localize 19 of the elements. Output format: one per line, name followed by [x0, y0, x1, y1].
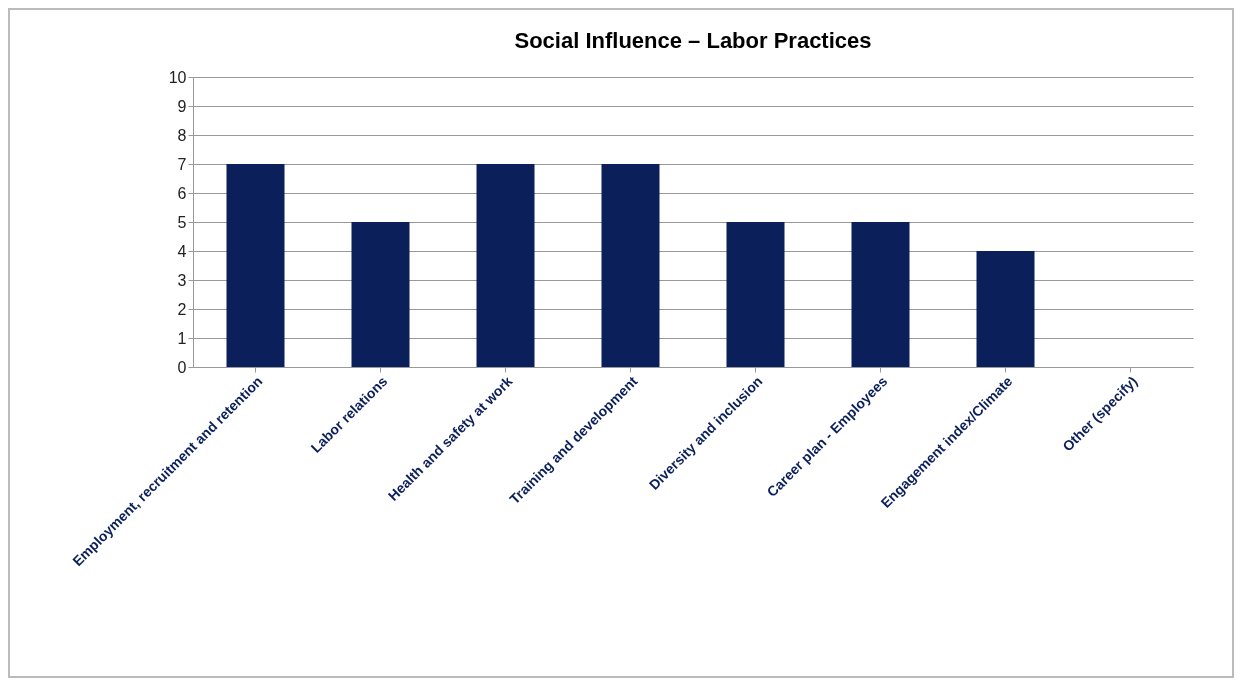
chart-title: Social Influence – Labor Practices: [514, 28, 872, 53]
y-tick-label: 10: [168, 68, 187, 86]
y-tick-label: 7: [177, 155, 187, 173]
y-tick-label: 9: [177, 97, 187, 115]
bar: [851, 222, 910, 367]
y-tick-label: 8: [177, 126, 187, 144]
y-tick-label: 5: [177, 213, 187, 231]
y-tick-label: 4: [177, 242, 187, 260]
y-tick-label: 0: [177, 358, 187, 376]
bar: [601, 164, 660, 367]
y-tick-label: 3: [177, 271, 187, 289]
bar: [351, 222, 410, 367]
bar: [476, 164, 535, 367]
y-tick-label: 6: [177, 184, 187, 202]
bar: [976, 251, 1035, 367]
bar: [226, 164, 285, 367]
bar: [726, 222, 785, 367]
y-tick-label: 1: [177, 329, 187, 347]
y-tick-label: 2: [177, 300, 187, 318]
